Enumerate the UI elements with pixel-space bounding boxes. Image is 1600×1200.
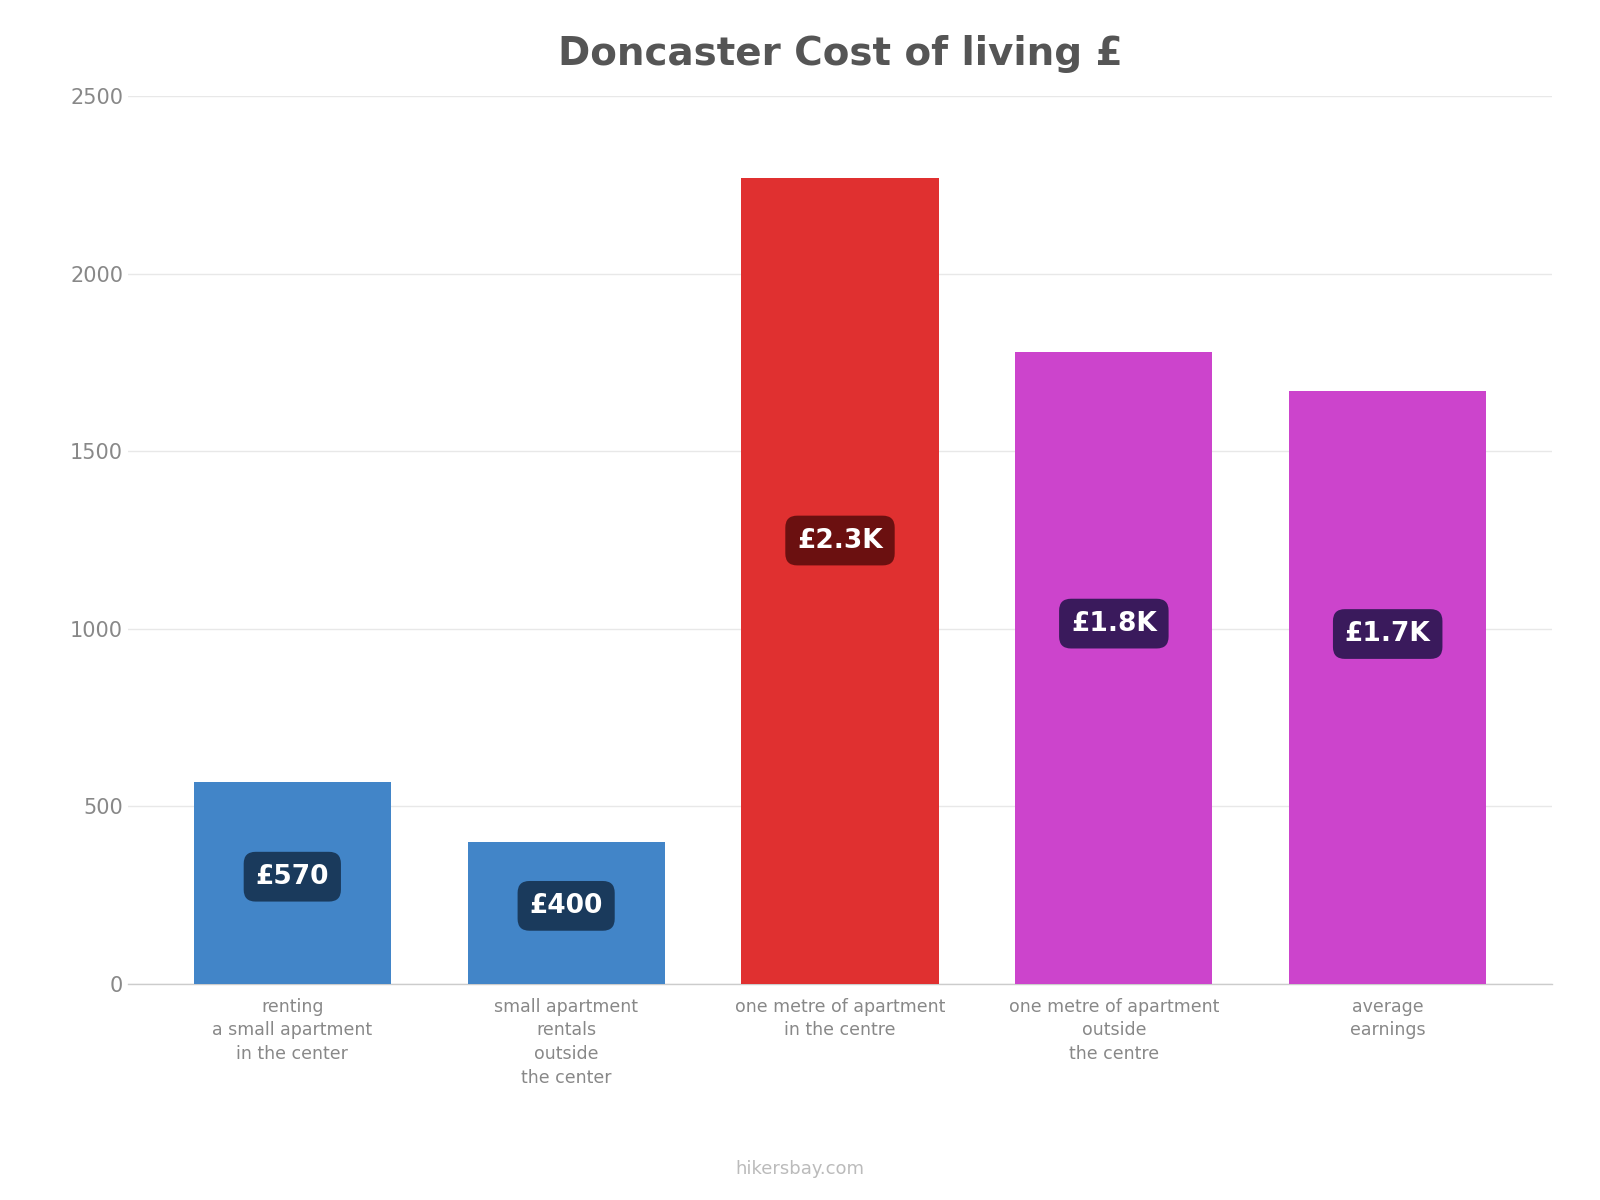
Bar bbox=[1290, 391, 1486, 984]
Bar bbox=[194, 781, 390, 984]
Title: Doncaster Cost of living £: Doncaster Cost of living £ bbox=[558, 36, 1122, 73]
Text: £1.7K: £1.7K bbox=[1346, 622, 1430, 647]
Bar bbox=[467, 842, 664, 984]
Text: £400: £400 bbox=[530, 893, 603, 919]
Text: £570: £570 bbox=[256, 864, 330, 889]
Bar bbox=[741, 178, 939, 984]
Text: £2.3K: £2.3K bbox=[797, 528, 883, 553]
Bar bbox=[1016, 352, 1213, 984]
Text: £1.8K: £1.8K bbox=[1070, 611, 1157, 637]
Text: hikersbay.com: hikersbay.com bbox=[736, 1160, 864, 1178]
